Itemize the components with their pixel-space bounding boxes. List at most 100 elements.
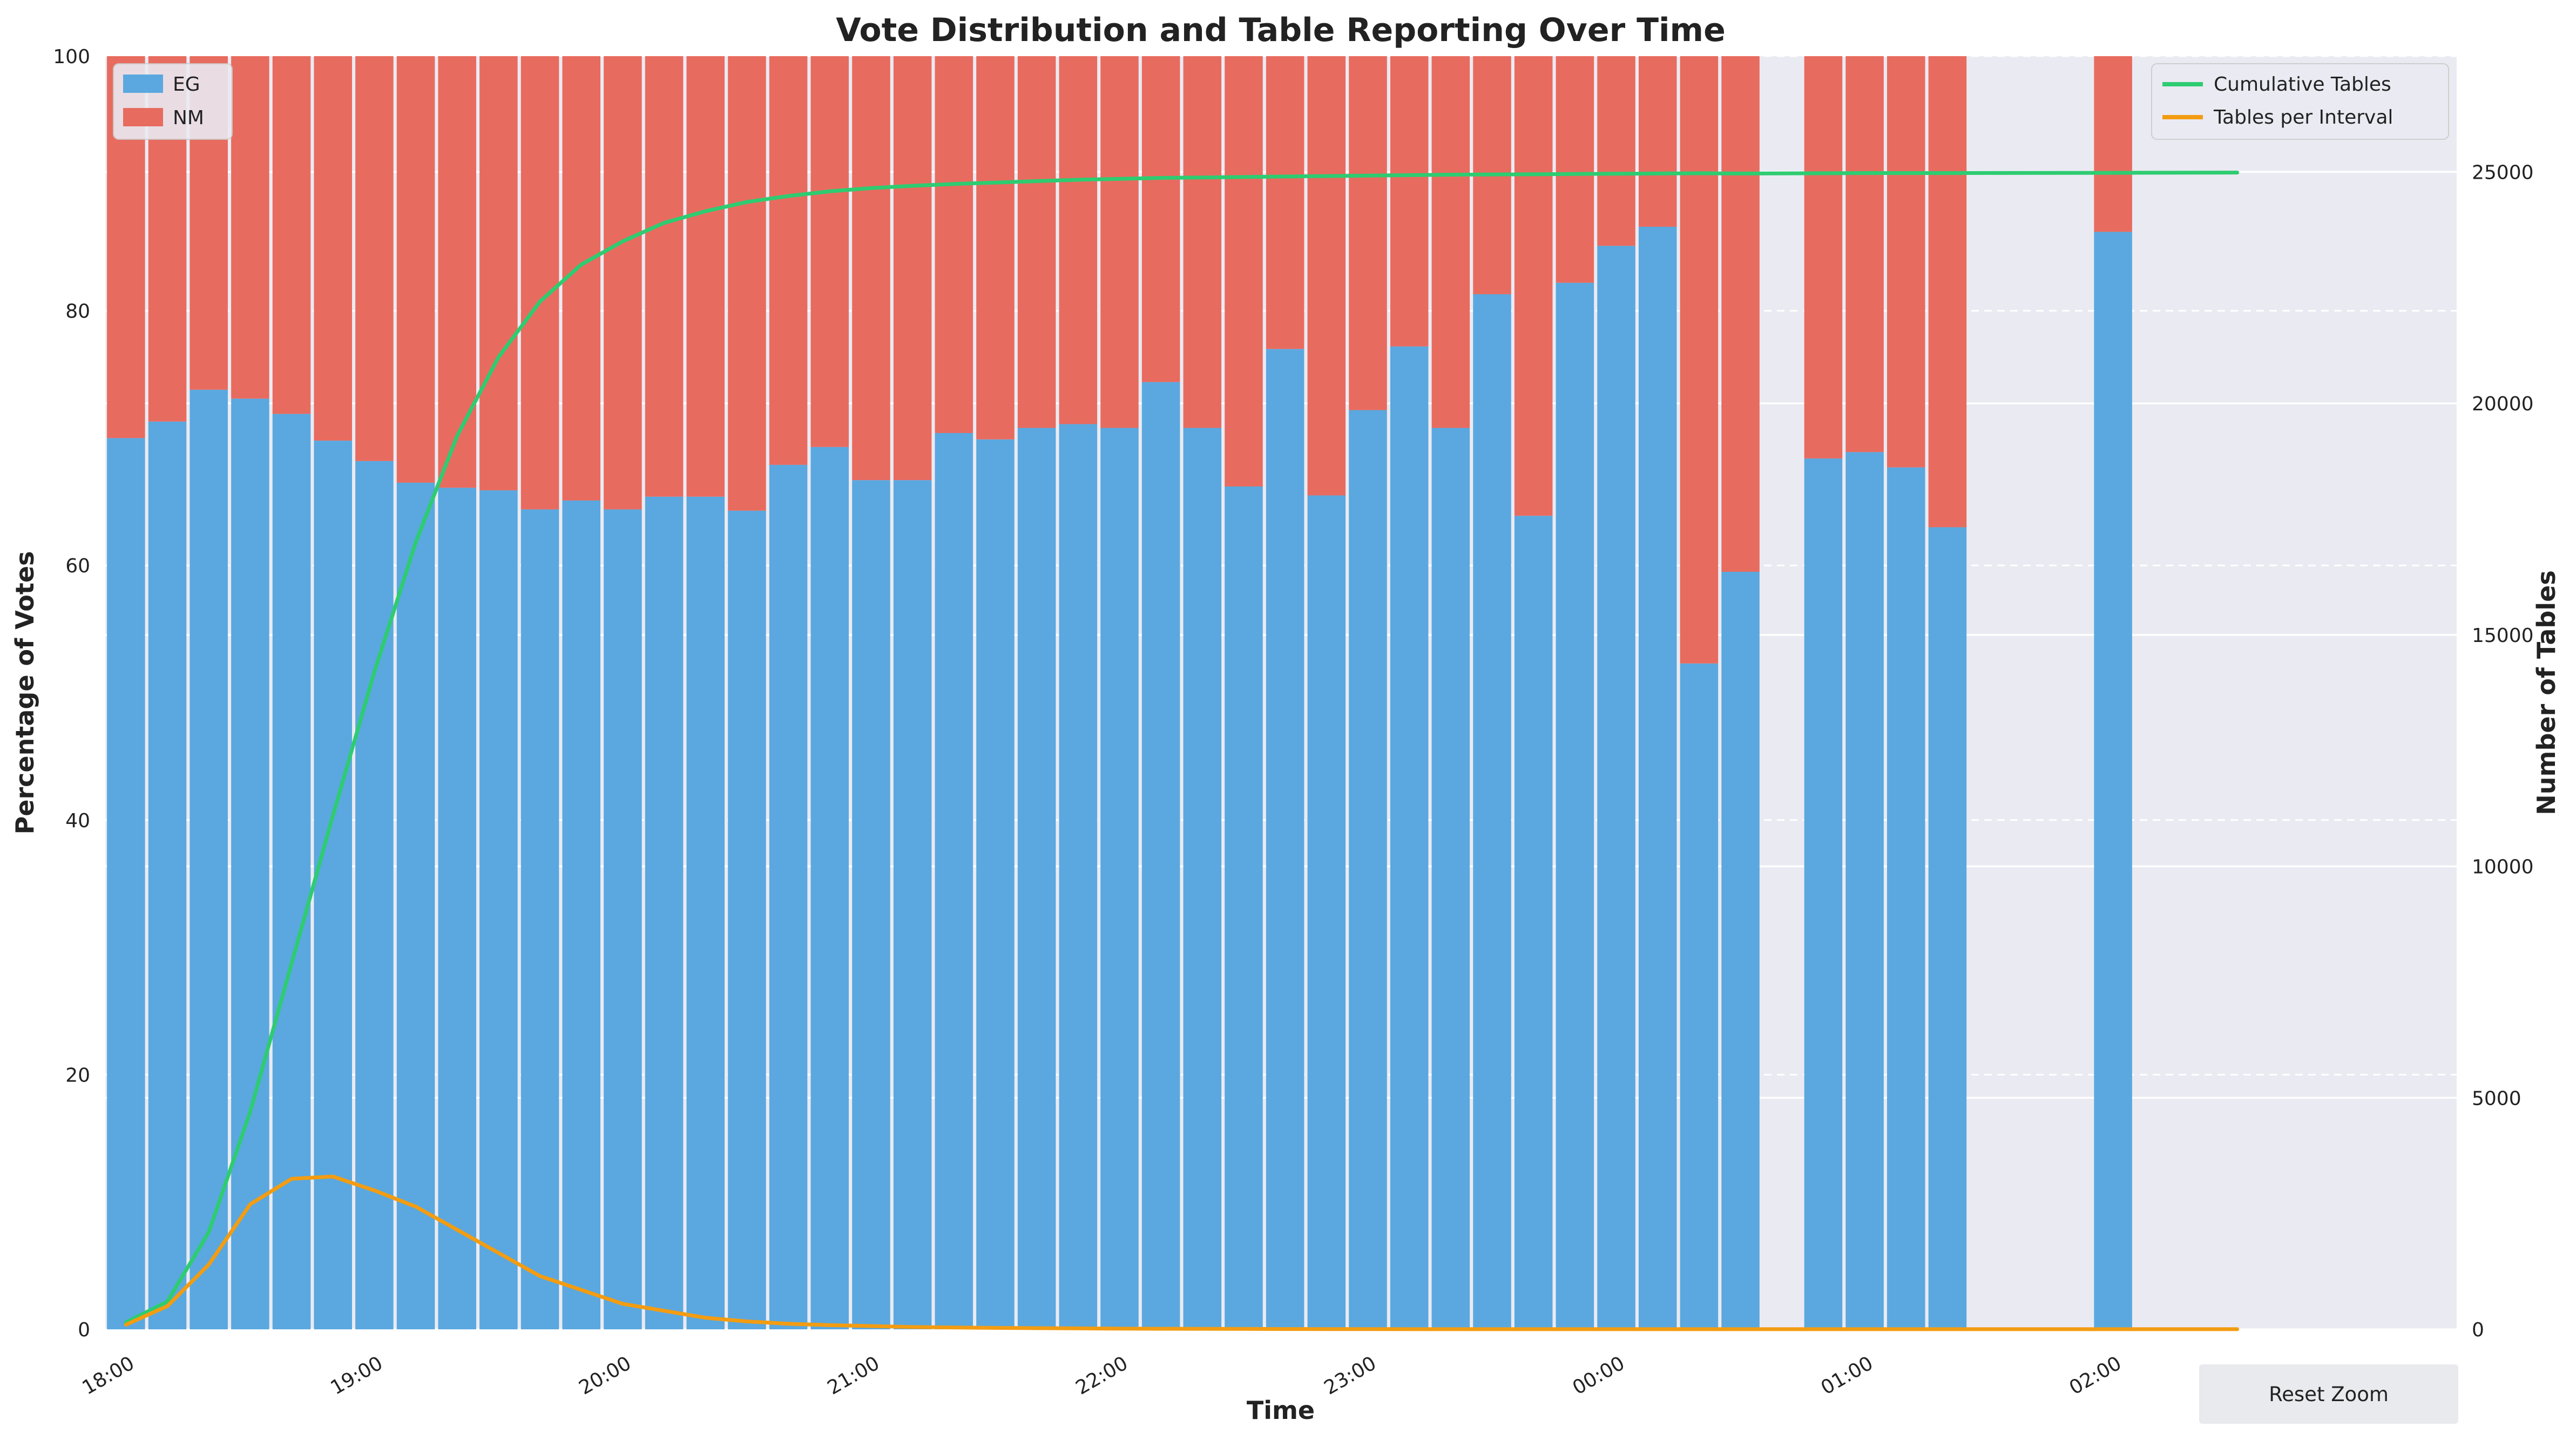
bar-nm [769,56,808,465]
bar-nm [893,56,932,481]
bar-nm [1266,56,1304,349]
bar-nm [1059,56,1098,424]
bar-eg [2094,232,2132,1329]
bar-nm [728,56,766,511]
x-tick-label: 02:00 [2066,1352,2125,1399]
bar-eg [314,441,352,1330]
line-tables-per-interval [124,1174,2240,1331]
y-right-tick-label: 5000 [2472,1087,2521,1110]
bar-nm [1845,56,1884,452]
bar-nm [604,56,642,510]
legend-swatch-nm [123,108,163,126]
bar-eg [107,438,145,1329]
lines [124,171,2240,1331]
bar-nm [355,56,394,461]
bar-eg [1514,516,1553,1329]
legend-label-eg: EG [173,73,200,96]
bar-nm [1597,56,1635,246]
bar-nm [1638,56,1677,227]
bar-nm [935,56,973,433]
bar-eg [355,461,394,1329]
bar-eg [562,500,601,1329]
line-cumulative-tables [124,171,2240,1324]
bar-eg [728,510,766,1329]
x-tick-label: 00:00 [1569,1352,1628,1399]
y-axis-right-label: Number of Tables [2532,570,2561,815]
bar-eg [396,482,435,1330]
bar-eg [1638,226,1677,1330]
bar-eg [1390,346,1429,1329]
x-tick-label: 20:00 [576,1352,635,1399]
bar-nm [1887,56,1925,468]
bar-eg [1556,282,1594,1329]
bar-eg [1100,428,1139,1329]
bar-eg [645,496,684,1330]
bar-eg [1597,246,1635,1329]
y-left-tick-label: 80 [65,301,90,323]
bar-eg [272,414,311,1329]
legend-label-cumulative: Cumulative Tables [2214,73,2391,96]
bar-eg [1804,458,1843,1330]
bar-eg [438,488,476,1329]
y-right-tick-label: 25000 [2472,161,2534,184]
y-right-tick-label: 20000 [2472,393,2534,415]
bar-nm [1928,56,1967,528]
bar-nm [1225,56,1263,487]
reset-zoom-button[interactable]: Reset Zoom [2199,1364,2458,1424]
bar-eg [1928,527,1967,1330]
x-tick-label: 21:00 [824,1352,883,1399]
bar-nm [645,56,684,497]
bar-nm [1349,56,1387,410]
y-left-tick-label: 100 [53,46,90,68]
bar-eg [604,509,642,1329]
y-right-tick-label: 15000 [2472,625,2534,647]
bar-nm [438,56,476,488]
legend-label-nm: NM [173,107,204,129]
bar-nm [1100,56,1139,428]
bar-nm [1431,56,1470,428]
bar-nm [231,56,269,399]
chart-title: Vote Distribution and Table Reporting Ov… [836,11,1726,49]
bar-nm [852,56,890,481]
bar-eg [769,464,808,1330]
y-axis-left-label: Percentage of Votes [10,551,39,835]
y-left-tick-label: 20 [65,1064,90,1086]
bar-eg [1307,495,1346,1329]
bar-eg [1349,410,1387,1330]
bar-eg [1845,452,1884,1329]
bar-eg [1141,382,1180,1330]
bar-eg [1017,428,1056,1329]
bar-nm [2094,56,2132,232]
x-tick-label: 19:00 [327,1352,387,1399]
bar-nm [1514,56,1553,516]
x-tick-label: 23:00 [1321,1352,1380,1399]
bar-eg [479,490,518,1329]
bar-nm [976,56,1015,440]
bar-nm [1721,56,1760,572]
bar-nm [396,56,435,483]
y-left-tick-label: 40 [65,810,90,832]
y-right-tick-label: 0 [2472,1319,2484,1341]
bar-nm [1680,56,1719,664]
bar-eg [190,389,228,1329]
bar-eg [1721,571,1760,1329]
bar-nm [479,56,518,491]
bar-nm [314,56,352,441]
bar-nm [520,56,559,510]
bar-eg [231,398,269,1329]
legend-right: Cumulative Tables Tables per Interval [2151,63,2449,140]
bar-nm [1141,56,1180,382]
bar-eg [1183,428,1222,1329]
y-right-tick-label: 10000 [2472,856,2534,878]
bar-nm [1183,56,1222,428]
bar-nm [1804,56,1843,459]
bar-eg [1473,294,1511,1329]
bar-eg [1431,428,1470,1329]
legend-swatch-eg [123,75,163,93]
bar-nm [1556,56,1594,283]
x-tick-label: 01:00 [1817,1352,1877,1399]
bar-nm [1390,56,1429,347]
bar-eg [810,447,849,1329]
bar-eg [852,480,890,1329]
legend-label-per-interval: Tables per Interval [2213,106,2393,129]
